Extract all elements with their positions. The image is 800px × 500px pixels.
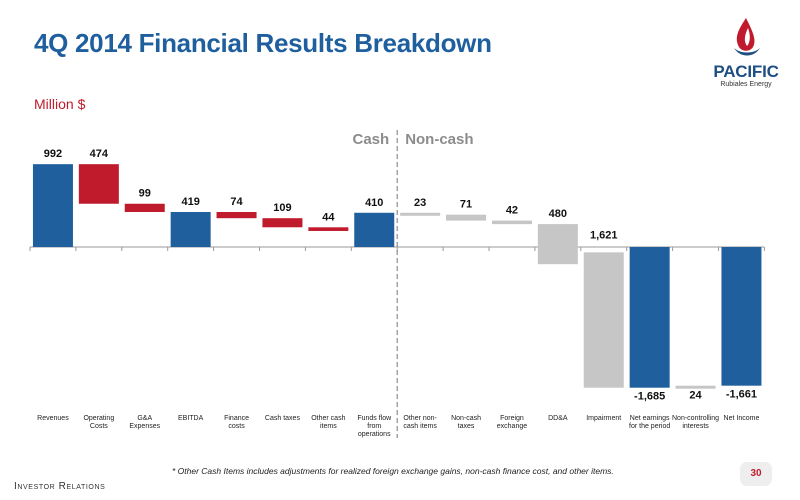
bar-0 (32, 164, 73, 247)
section-label-non-cash: Non-cash (405, 131, 473, 148)
data-label-11: 480 (549, 208, 567, 220)
bar-12 (583, 252, 624, 388)
bar-10 (491, 220, 532, 225)
data-label-5: 109 (273, 202, 291, 214)
category-label-8: Other non-cash items (403, 415, 437, 430)
category-label-0: Revenues (37, 415, 69, 422)
bar-3 (170, 212, 211, 247)
data-label-10: 42 (506, 205, 518, 217)
data-label-6: 44 (322, 211, 335, 223)
data-label-14: 24 (689, 390, 702, 402)
logo-subtitle: Rubiales Energy (720, 81, 772, 88)
data-label-8: 23 (414, 197, 426, 209)
data-label-3: 419 (181, 196, 199, 208)
data-label-4: 74 (230, 196, 243, 208)
category-label-10: Foreign exchange (497, 415, 527, 430)
data-label-7: 410 (365, 197, 383, 209)
footnote: * Other Cash Items includes adjustments … (172, 466, 614, 476)
category-label-7: Funds flow from operations (357, 415, 392, 438)
bar-9 (446, 214, 487, 221)
data-label-13: -1,685 (634, 391, 665, 403)
company-logo: PACIFIC Rubiales Energy (700, 14, 792, 94)
waterfall-chart: Cash Non-cash 992 Revenues 474 Operating Costs… (29, 130, 765, 438)
flame-drop-icon (734, 18, 760, 56)
bar-15 (721, 247, 762, 386)
investor-relations-label: Investor Relations (14, 481, 106, 492)
bar-4 (216, 212, 257, 219)
bar-2 (124, 203, 165, 213)
category-label-14: Non-controlling interests (672, 415, 719, 430)
data-label-1: 474 (90, 148, 109, 160)
bar-13 (629, 247, 670, 388)
bar-11 (537, 224, 578, 265)
data-label-2: 99 (139, 188, 151, 200)
bar-6 (308, 227, 349, 231)
data-label-15: -1,661 (726, 389, 757, 401)
category-label-9: Non-cash taxes (451, 415, 481, 430)
category-label-2: G&A Expenses (129, 415, 160, 430)
bar-1 (78, 164, 119, 204)
data-label-0: 992 (44, 148, 62, 160)
category-label-4: Finance costs (224, 415, 249, 430)
category-label-1: Operating Costs (83, 415, 114, 430)
category-label-5: Cash taxes (265, 415, 301, 422)
page-title: 4Q 2014 Financial Results Breakdown (34, 28, 492, 58)
category-label-13: Net earnings for the period (629, 415, 670, 430)
section-label-cash: Cash (353, 131, 390, 148)
category-label-3: EBITDA (178, 415, 204, 422)
bar-14 (675, 385, 716, 389)
data-label-9: 71 (460, 199, 472, 211)
page-number: 30 (740, 462, 772, 486)
bar-8 (400, 212, 441, 216)
category-label-15: Net Income (724, 415, 760, 422)
logo-wordmark: PACIFIC (713, 62, 779, 81)
category-label-12: Impairment (586, 415, 621, 422)
bar-7 (354, 212, 395, 247)
data-label-12: 1,621 (590, 229, 618, 241)
category-label-6: Other cash items (311, 415, 345, 430)
bar-5 (262, 218, 303, 228)
unit-label: Million $ (34, 96, 86, 112)
category-label-11: DD&A (548, 415, 568, 422)
